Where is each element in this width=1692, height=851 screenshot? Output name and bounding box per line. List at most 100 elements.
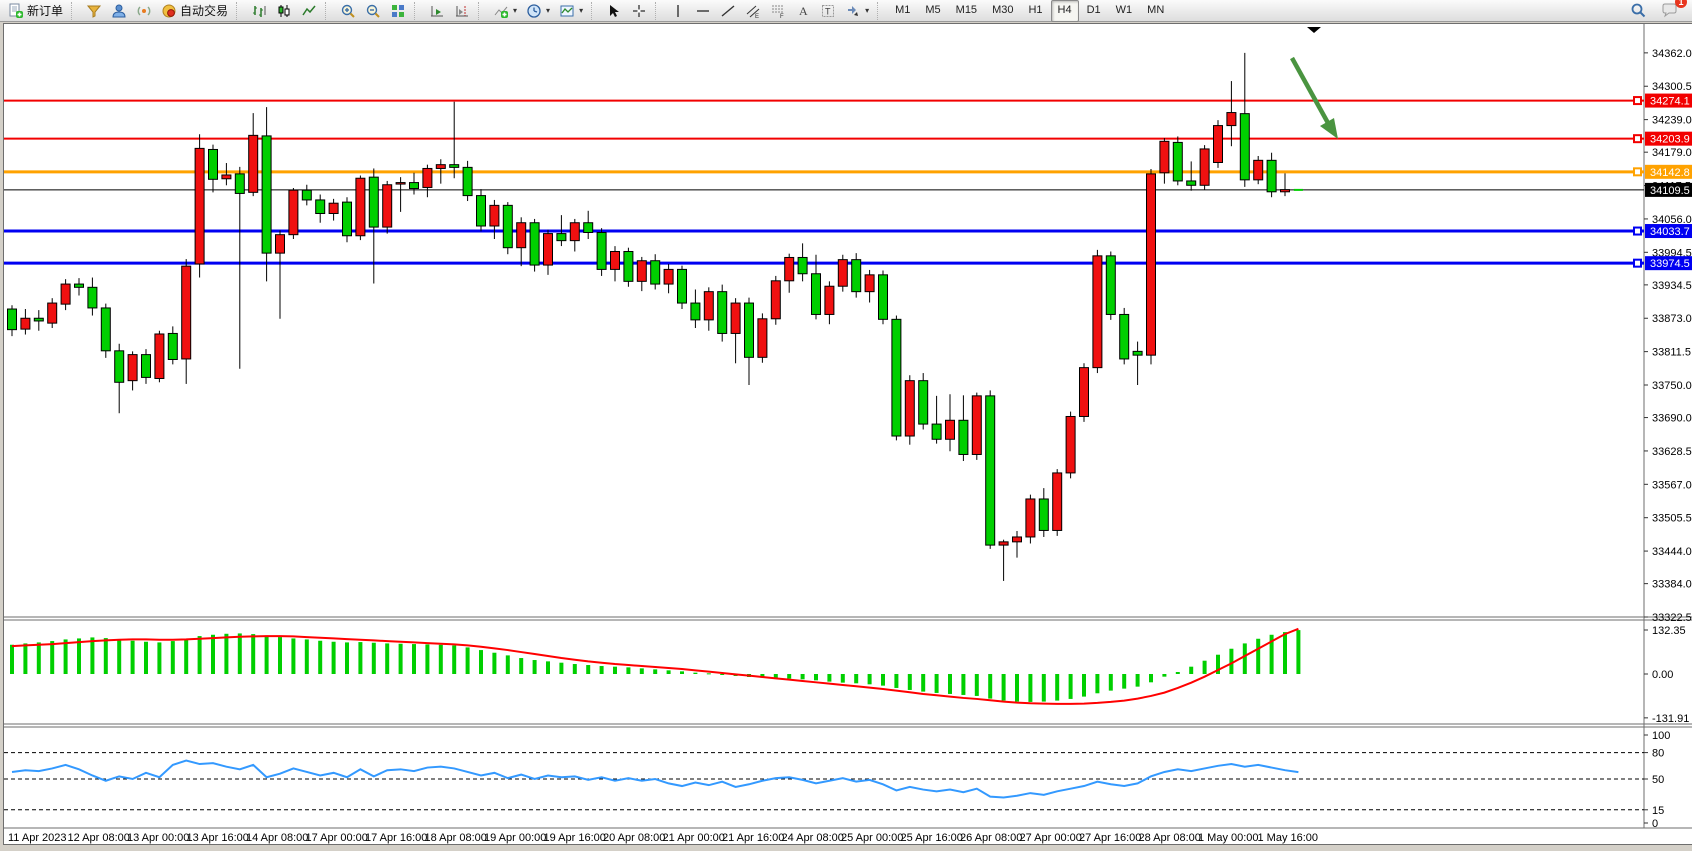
macd-histogram-bar xyxy=(291,638,296,674)
line-chart-icon xyxy=(302,5,316,15)
price-tag-label: 34274.1 xyxy=(1650,96,1690,108)
svg-text:F: F xyxy=(780,14,784,19)
tf-h1-button[interactable]: H1 xyxy=(1028,3,1043,16)
macd-histogram-bar xyxy=(519,658,524,674)
tf-h4-button[interactable]: H4 xyxy=(1050,0,1079,22)
text-label-button[interactable]: T xyxy=(816,0,840,22)
equidistant-channel-button[interactable]: E xyxy=(741,0,765,22)
tf-w1-button[interactable]: W1 xyxy=(1115,3,1133,16)
price-tag-label: 34142.8 xyxy=(1650,167,1690,179)
crosshair-button[interactable] xyxy=(627,0,651,22)
candlestick-chart-button[interactable] xyxy=(272,0,296,22)
tf-m30-button[interactable]: M30 xyxy=(992,3,1014,16)
macd-histogram-bar xyxy=(438,644,443,674)
metaeditor-button[interactable] xyxy=(82,0,106,22)
terminal-button[interactable] xyxy=(107,0,131,22)
rsi-line xyxy=(11,759,1299,799)
macd-histogram-bar xyxy=(1001,674,1006,701)
time-axis-label: 28 Apr 08:00 xyxy=(1139,832,1201,844)
macd-histogram-bar xyxy=(1175,672,1180,674)
macd-histogram-bar xyxy=(117,639,122,674)
time-axis-label: 19 Apr 16:00 xyxy=(544,832,606,844)
cursor-button[interactable] xyxy=(602,0,626,22)
macd-histogram-bar xyxy=(211,634,215,674)
macd-histogram-bar xyxy=(881,674,885,686)
bar-chart-button[interactable] xyxy=(247,0,271,22)
chevron-down-icon: ▾ xyxy=(546,6,551,15)
macd-histogram-bar xyxy=(613,666,617,674)
macd-histogram-bar xyxy=(1068,674,1073,699)
time-axis-label: 21 Apr 16:00 xyxy=(722,832,784,844)
time-axis-label: 24 Apr 08:00 xyxy=(782,832,844,844)
svg-text:E: E xyxy=(755,14,759,19)
chevron-down-icon: ▾ xyxy=(579,6,584,15)
macd-histogram-bar xyxy=(1296,630,1301,674)
price-tag xyxy=(1645,93,1692,108)
macd-histogram-bar xyxy=(1108,674,1113,691)
arrows-icon xyxy=(848,5,859,16)
time-axis-label: 19 Apr 00:00 xyxy=(484,832,546,844)
vertical-line-button[interactable] xyxy=(666,0,690,22)
price-axis-tick: 33322.5 xyxy=(1652,612,1692,624)
terminal-icon xyxy=(112,4,126,17)
macd-histogram-bar xyxy=(170,641,175,674)
templates-button[interactable]: ▾ xyxy=(555,0,587,22)
macd-histogram-bar xyxy=(572,664,577,674)
tf-m5-button[interactable]: M5 xyxy=(925,3,941,16)
zoom-in-button[interactable] xyxy=(336,0,360,22)
price-tag-label: 34109.5 xyxy=(1650,185,1690,197)
auto-scroll-button[interactable] xyxy=(425,0,449,22)
chart-shift-button[interactable] xyxy=(450,0,474,22)
macd-histogram-bar xyxy=(840,674,845,683)
macd-histogram-bar xyxy=(251,634,256,674)
tf-m15-button[interactable]: M15 xyxy=(955,3,978,16)
new-order-button[interactable]: 新订单 xyxy=(4,0,67,22)
tf-d1-button[interactable]: D1 xyxy=(1086,3,1101,16)
tile-windows-button[interactable] xyxy=(386,0,410,22)
time-axis-label: 27 Apr 16:00 xyxy=(1079,832,1141,844)
search-button[interactable] xyxy=(1626,0,1651,22)
macd-histogram-bar xyxy=(988,674,993,699)
text-button[interactable]: A xyxy=(791,0,815,22)
auto-trading-icon xyxy=(162,4,176,17)
macd-histogram-bar xyxy=(492,652,497,674)
tf-m1-button[interactable]: M1 xyxy=(895,3,911,16)
macd-histogram-bar xyxy=(197,636,202,674)
line-anchor-marker xyxy=(1633,258,1642,268)
tf-mn-button[interactable]: MN xyxy=(1147,3,1165,16)
macd-histogram-bar xyxy=(1055,674,1060,701)
price-tag xyxy=(1645,224,1692,239)
horizontal-line-button[interactable] xyxy=(691,0,715,22)
time-axis-label: 25 Apr 00:00 xyxy=(841,832,903,844)
notifications-button[interactable]: 1 xyxy=(1657,0,1687,22)
macd-histogram-bar xyxy=(412,644,416,674)
indicators-button[interactable]: ▾ xyxy=(489,0,521,22)
macd-signal-line xyxy=(11,627,1299,705)
fibonacci-button[interactable]: F xyxy=(766,0,790,22)
arrows-button[interactable]: ▾ xyxy=(841,0,873,22)
candlestick-chart-icon xyxy=(278,4,290,17)
signals-button[interactable] xyxy=(132,0,156,22)
rsi-axis-tick: 15 xyxy=(1652,805,1664,817)
line-chart-button[interactable] xyxy=(297,0,321,22)
macd-histogram-bar xyxy=(157,642,162,674)
macd-histogram-bar xyxy=(1162,674,1167,677)
vertical-line-icon xyxy=(677,4,679,17)
price-axis-tick: 33567.0 xyxy=(1652,479,1692,491)
periods-button[interactable]: ▾ xyxy=(522,0,554,22)
trendline-button[interactable] xyxy=(716,0,740,22)
macd-histogram-bar xyxy=(1189,666,1194,674)
trendline-icon xyxy=(721,4,735,17)
new-order-label: 新订单 xyxy=(27,4,64,18)
toolbar: 新订单 自动交易 xyxy=(0,0,1692,22)
auto-trading-button[interactable]: 自动交易 xyxy=(157,0,232,22)
chart-canvas[interactable]: 34362.034300.534239.034179.034117.534056… xyxy=(4,24,1692,844)
macd-histogram-bar xyxy=(278,637,282,674)
fibonacci-icon: F xyxy=(772,5,784,19)
macd-histogram-bar xyxy=(237,633,242,674)
price-axis-tick: 33628.5 xyxy=(1652,446,1692,458)
macd-histogram-bar xyxy=(720,674,725,675)
zoom-out-button[interactable] xyxy=(361,0,385,22)
macd-histogram-bar xyxy=(934,674,939,693)
time-axis-label: 18 Apr 08:00 xyxy=(425,832,487,844)
